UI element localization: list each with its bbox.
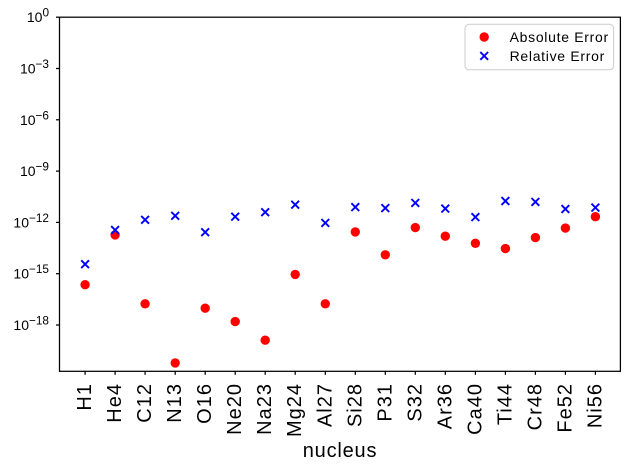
- svg-text:nucleus: nucleus: [303, 440, 378, 462]
- svg-text:H1: H1: [74, 383, 96, 411]
- svg-text:100: 100: [27, 6, 50, 26]
- svg-text:Al27: Al27: [314, 383, 336, 427]
- svg-text:Relative Error: Relative Error: [510, 48, 605, 64]
- svg-text:Absolute Error: Absolute Error: [510, 29, 609, 45]
- svg-text:O16: O16: [194, 383, 216, 424]
- svg-text:P31: P31: [374, 383, 396, 422]
- svg-text:Ni56: Ni56: [584, 383, 606, 428]
- svg-text:Si28: Si28: [344, 383, 366, 427]
- svg-text:Fe52: Fe52: [554, 383, 576, 433]
- svg-text:10−12: 10−12: [13, 211, 49, 231]
- svg-text:Ca40: Ca40: [464, 383, 486, 435]
- svg-text:10−9: 10−9: [20, 160, 49, 180]
- svg-text:S32: S32: [404, 383, 426, 422]
- svg-text:C12: C12: [134, 383, 156, 423]
- svg-text:10−18: 10−18: [13, 314, 49, 334]
- svg-text:10−6: 10−6: [20, 108, 49, 128]
- svg-text:Mg24: Mg24: [284, 383, 306, 437]
- svg-text:Cr48: Cr48: [524, 383, 546, 430]
- svg-text:10−15: 10−15: [13, 262, 49, 282]
- svg-text:Ar36: Ar36: [434, 383, 456, 429]
- svg-text:10−3: 10−3: [20, 57, 49, 77]
- svg-text:Ne20: Ne20: [224, 383, 246, 435]
- svg-text:He4: He4: [104, 383, 126, 423]
- svg-text:N13: N13: [164, 383, 186, 423]
- svg-text:Ti44: Ti44: [494, 383, 516, 425]
- svg-text:Na23: Na23: [254, 383, 276, 435]
